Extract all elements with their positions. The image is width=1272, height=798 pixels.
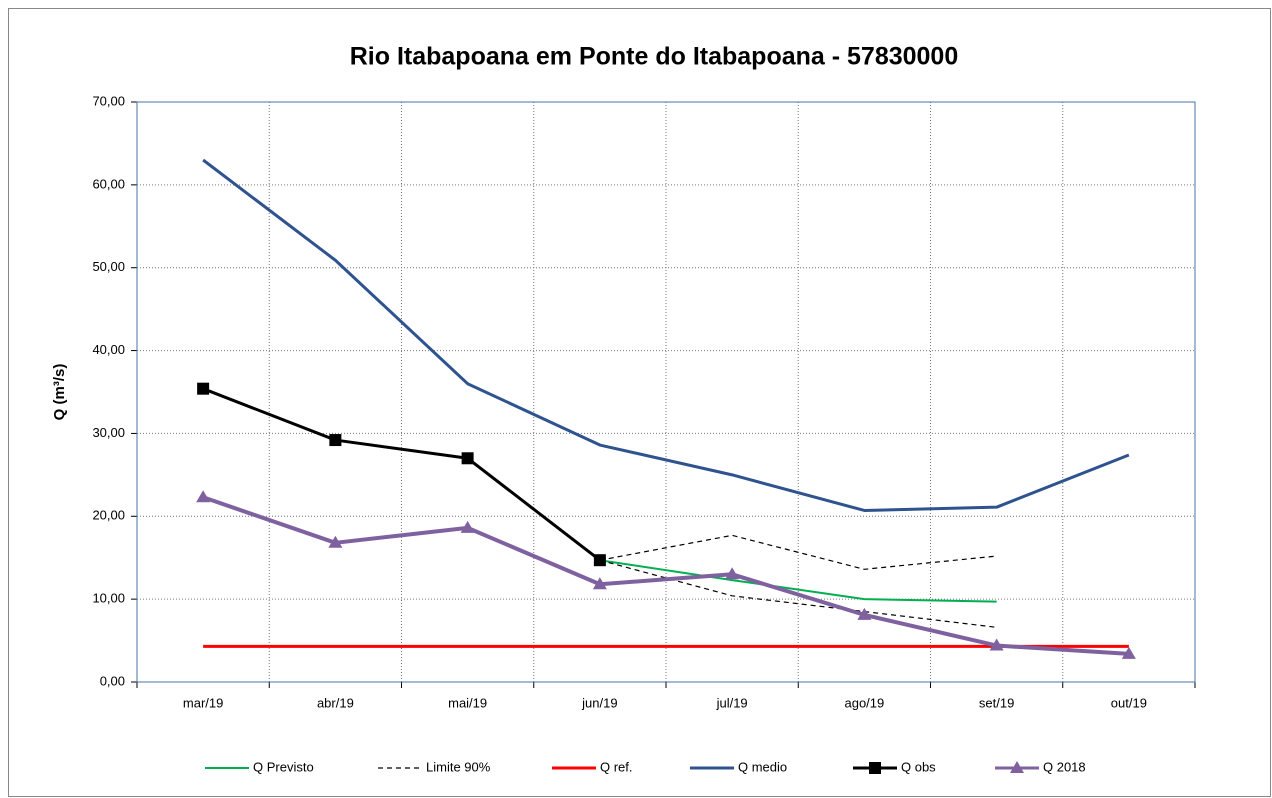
series-line xyxy=(202,387,601,562)
x-tick-label: abr/19 xyxy=(317,695,354,710)
y-axis-label: Q (m³/s) xyxy=(51,364,68,421)
marker-triangle xyxy=(989,638,1004,651)
y-tick-label: 50,00 xyxy=(92,259,125,274)
marker-triangle xyxy=(460,520,475,533)
legend-label: Limite 90% xyxy=(426,759,491,774)
x-tick-label: mar/19 xyxy=(183,695,223,710)
series-line xyxy=(202,158,1130,512)
series-line-lower xyxy=(599,559,997,628)
marker-triangle xyxy=(196,490,211,503)
y-tick-label: 70,00 xyxy=(92,93,125,108)
x-tick-label: out/19 xyxy=(1111,695,1147,710)
x-tick-label: mai/19 xyxy=(448,695,487,710)
marker-triangle xyxy=(1121,646,1136,659)
y-tick-label: 20,00 xyxy=(92,508,125,523)
y-tick-label: 30,00 xyxy=(92,425,125,440)
marker-triangle xyxy=(592,577,607,590)
marker-square xyxy=(461,452,474,465)
y-tick-label: 10,00 xyxy=(92,591,125,606)
plot-border xyxy=(136,101,1196,683)
y-tick-label: 0,00 xyxy=(100,673,125,688)
marker-square xyxy=(329,434,342,447)
x-tick-label: jul/19 xyxy=(716,695,748,710)
marker-square xyxy=(197,382,210,395)
x-tick-label: set/19 xyxy=(979,695,1014,710)
legend-label: Q 2018 xyxy=(1043,759,1086,774)
legend-label: Q obs xyxy=(901,759,936,774)
legend-label: Q medio xyxy=(738,759,787,774)
legend-label: Q Previsto xyxy=(253,759,314,774)
marker-square xyxy=(593,554,606,567)
legend-label: Q ref. xyxy=(600,759,633,774)
x-tick-label: jun/19 xyxy=(581,695,617,710)
y-tick-label: 60,00 xyxy=(92,176,125,191)
x-tick-label: ago/19 xyxy=(844,695,884,710)
series-line xyxy=(202,495,1130,656)
chart-title: Rio Itabapoana em Ponte do Itabapoana - … xyxy=(350,43,959,71)
series-line xyxy=(599,534,997,570)
y-tick-label: 40,00 xyxy=(92,342,125,357)
marker-triangle xyxy=(857,607,872,620)
marker-triangle xyxy=(328,535,343,548)
marker-triangle xyxy=(725,567,740,580)
legend-marker xyxy=(869,762,881,774)
series-line xyxy=(599,559,997,603)
legend-marker xyxy=(1010,761,1024,773)
